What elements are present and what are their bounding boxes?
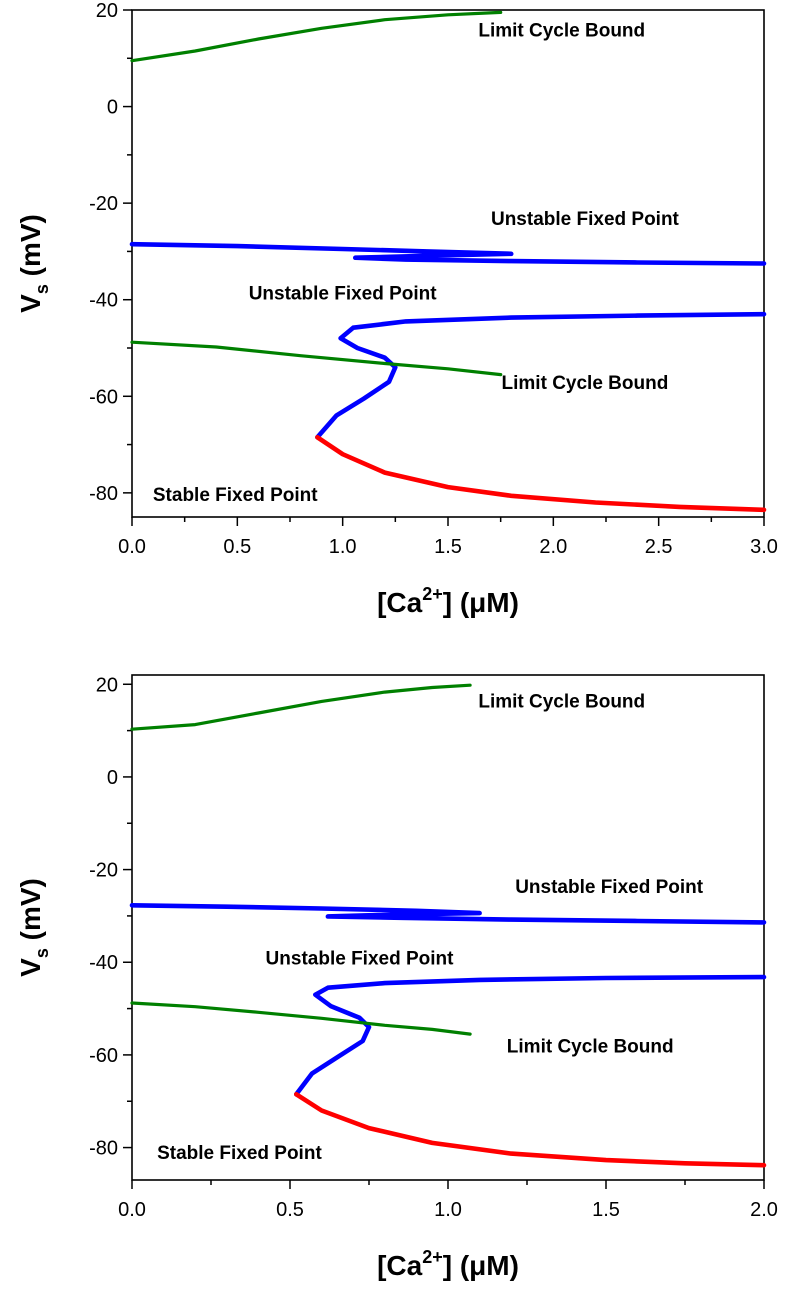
unstable-curve: [315, 311, 767, 440]
unstable-curve: [294, 974, 767, 1097]
y-tick-label: 0: [107, 767, 118, 789]
y-tick-label: -80: [89, 1138, 118, 1160]
unstable-curve: [129, 241, 767, 266]
annotation-label: Limit Cycle Bound: [507, 1037, 674, 1058]
plot-frame: [131, 674, 765, 1181]
x-tick-label: 1.5: [592, 1199, 620, 1221]
annotation-label: Unstable Fixed Point: [266, 949, 455, 970]
x-tick-label: 0.5: [223, 536, 251, 558]
chart-panel-1: 0.0 0.5 1.0 1.5 2.0 2.5 3.0 20 0 -20 -40 -60 -80 Limi…: [15, 0, 778, 618]
unstable-curve: [129, 903, 767, 925]
limit-cycle-curve: [130, 340, 503, 377]
chart-panel-2: 0.0 0.5 1.0 1.5 2.0 20 0 -20 -40 -60 -80 Limit Cycl…: [15, 674, 778, 1281]
annotation-label: Unstable Fixed Point: [515, 877, 704, 898]
y-axis-title: Vs (mV): [15, 878, 52, 977]
x-tick-label: 3.0: [750, 536, 778, 558]
limit-cycle-curve: [130, 1001, 472, 1036]
y-tick-label: 20: [96, 0, 118, 22]
stable-curve: [294, 1092, 767, 1168]
x-tick-label: 2.0: [539, 536, 567, 558]
x-tick-label: 2.0: [750, 1199, 778, 1221]
annotation-label: Unstable Fixed Point: [491, 209, 680, 230]
x-tick-label: 0.5: [276, 1199, 304, 1221]
y-tick-label: -60: [89, 1045, 118, 1067]
stable-curve: [315, 435, 767, 513]
x-tick-label: 1.0: [434, 1199, 462, 1221]
y-tick-label: -40: [89, 952, 118, 974]
y-axis-title: Vs (mV): [15, 214, 52, 313]
x-axis-title: [Ca2+] (μM): [377, 584, 519, 618]
y-tick-label: -60: [89, 386, 118, 408]
annotation-label: Limit Cycle Bound: [478, 21, 645, 42]
y-tick-label: 0: [107, 97, 118, 119]
annotation-label: Stable Fixed Point: [153, 485, 318, 506]
limit-cycle-curve: [130, 10, 503, 63]
y-tick-label: -20: [89, 860, 118, 882]
y-tick-label: 20: [96, 674, 118, 696]
y-tick-label: -80: [89, 483, 118, 505]
x-tick-label: 1.0: [329, 536, 357, 558]
x-axis-title: [Ca2+] (μM): [377, 1247, 519, 1281]
annotation-label: Unstable Fixed Point: [249, 284, 438, 305]
annotation-label: Limit Cycle Bound: [478, 691, 645, 712]
x-tick-label: 0.0: [118, 536, 146, 558]
y-tick-label: -40: [89, 290, 118, 312]
x-tick-label: 1.5: [434, 536, 462, 558]
x-tick-label: 2.5: [645, 536, 673, 558]
y-tick-label: -20: [89, 193, 118, 215]
annotation-label: Limit Cycle Bound: [502, 373, 669, 394]
x-tick-label: 0.0: [118, 1199, 146, 1221]
annotation-label: Stable Fixed Point: [157, 1143, 322, 1164]
limit-cycle-curve: [130, 683, 472, 731]
